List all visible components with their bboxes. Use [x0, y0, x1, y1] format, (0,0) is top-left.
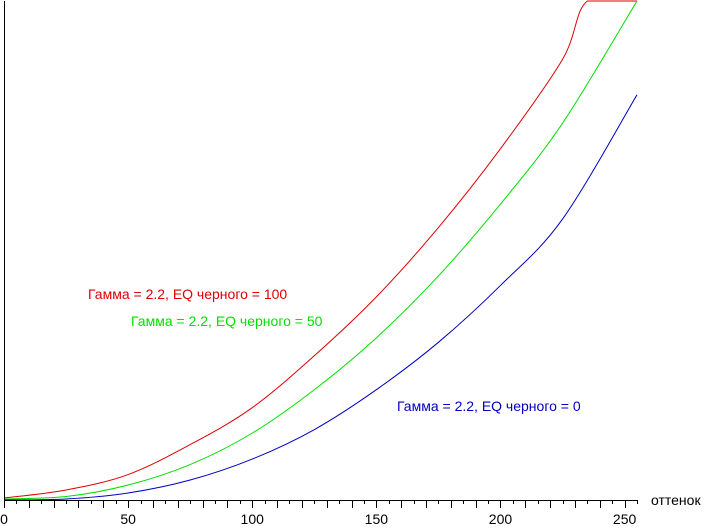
x-tick-label: 150 — [365, 511, 389, 527]
series-label-2: Гамма = 2.2, EQ черного = 0 — [397, 398, 581, 414]
x-axis-title: оттенок — [651, 492, 701, 508]
x-tick-label: 50 — [120, 511, 136, 527]
series-line-1 — [3, 0, 638, 500]
x-tick-label: 200 — [489, 511, 513, 527]
x-tick-label: 250 — [613, 511, 637, 527]
series-label-0: Гамма = 2.2, EQ черного = 100 — [88, 286, 287, 302]
series-line-2 — [3, 94, 638, 501]
tick-layer: 0 50 100 150 200 250 — [0, 500, 638, 527]
x-tick-label: 0 — [0, 511, 8, 527]
series-layer — [3, 0, 638, 501]
series-line-0 — [3, 0, 637, 499]
x-tick-label: 100 — [241, 511, 265, 527]
series-label-1: Гамма = 2.2, EQ черного = 50 — [131, 313, 323, 329]
series-label-layer: Гамма = 2.2, EQ черного = 100 Гамма = 2.2… — [88, 286, 581, 414]
